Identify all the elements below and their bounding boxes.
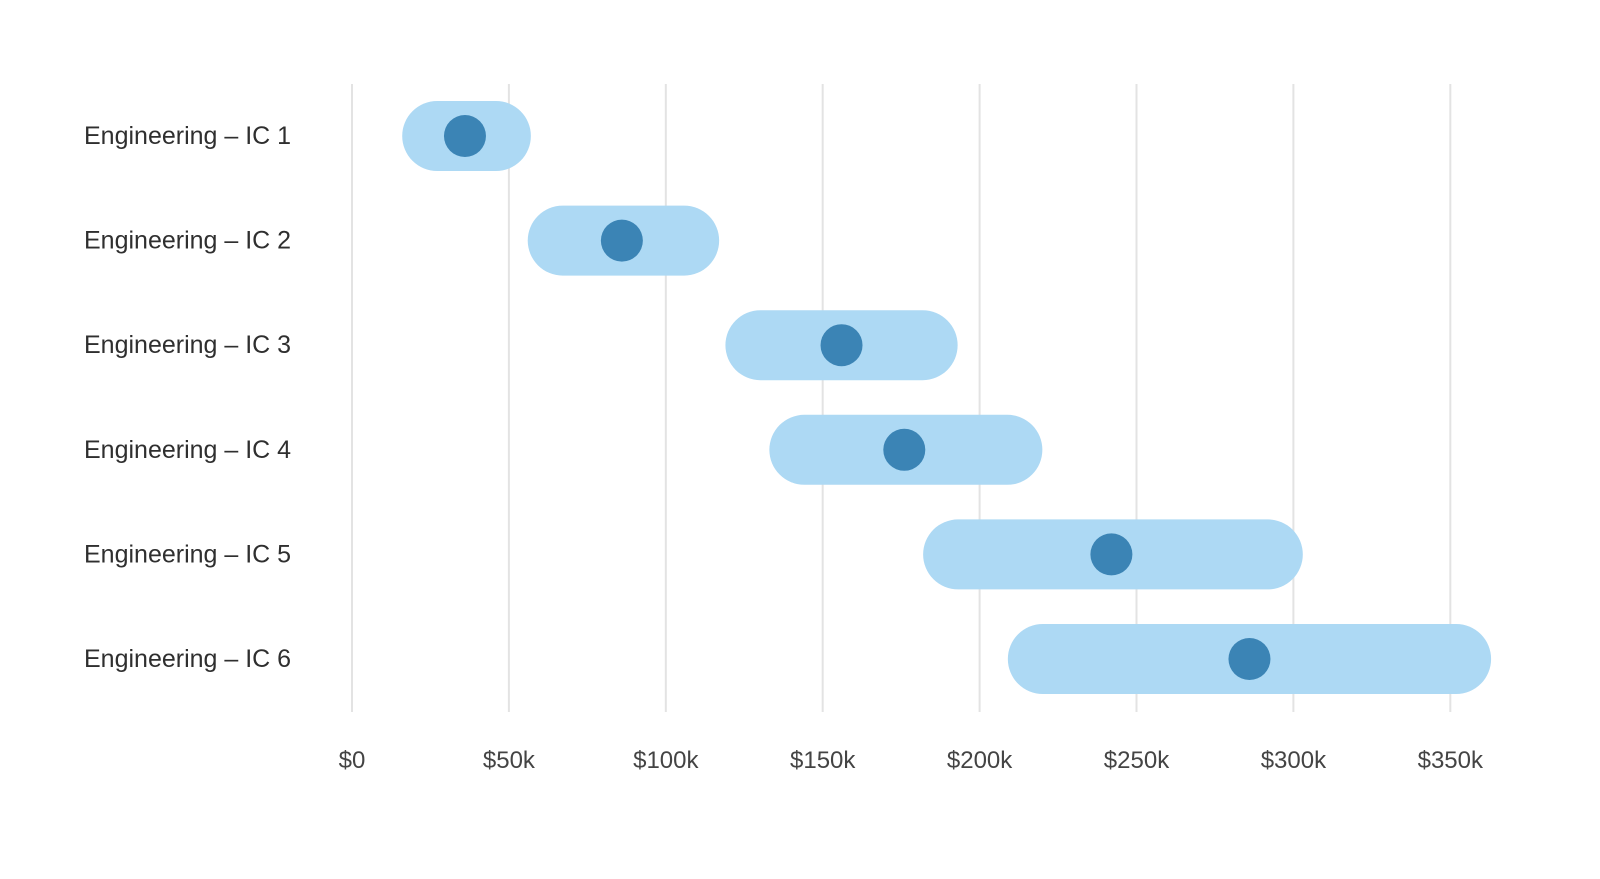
category-label: Engineering – IC 6: [84, 645, 291, 673]
median-marker: [883, 428, 926, 471]
x-tick-label: $250k: [1104, 747, 1170, 774]
median-marker: [1228, 638, 1271, 680]
category-label: Engineering – IC 3: [84, 331, 291, 359]
median-marker: [443, 115, 486, 157]
category-label: Engineering – IC 4: [84, 436, 291, 464]
x-axis-ticks: $0 $50k $100k $150k $200k $250k $300k $350k: [339, 747, 1484, 774]
category-label: Engineering – IC 5: [84, 540, 291, 568]
median-marker: [600, 219, 643, 262]
x-tick-label: $100k: [633, 747, 699, 774]
x-tick-label: $50k: [483, 747, 536, 774]
x-tick-label: $200k: [947, 747, 1013, 774]
x-tick-label: $0: [339, 747, 366, 774]
median-marker: [820, 324, 863, 367]
x-tick-label: $150k: [790, 747, 856, 774]
x-tick-label: $300k: [1261, 747, 1327, 774]
category-label: Engineering – IC 1: [84, 122, 291, 150]
grid-lines: [351, 84, 1452, 712]
category-labels: Engineering – IC 1 Engineering – IC 2 Engi…: [84, 122, 291, 673]
category-label: Engineering – IC 2: [84, 227, 291, 255]
x-tick-label: $350k: [1418, 747, 1484, 774]
median-marker: [1090, 533, 1133, 576]
range-bars: [402, 101, 1492, 694]
median-markers: [443, 115, 1271, 680]
